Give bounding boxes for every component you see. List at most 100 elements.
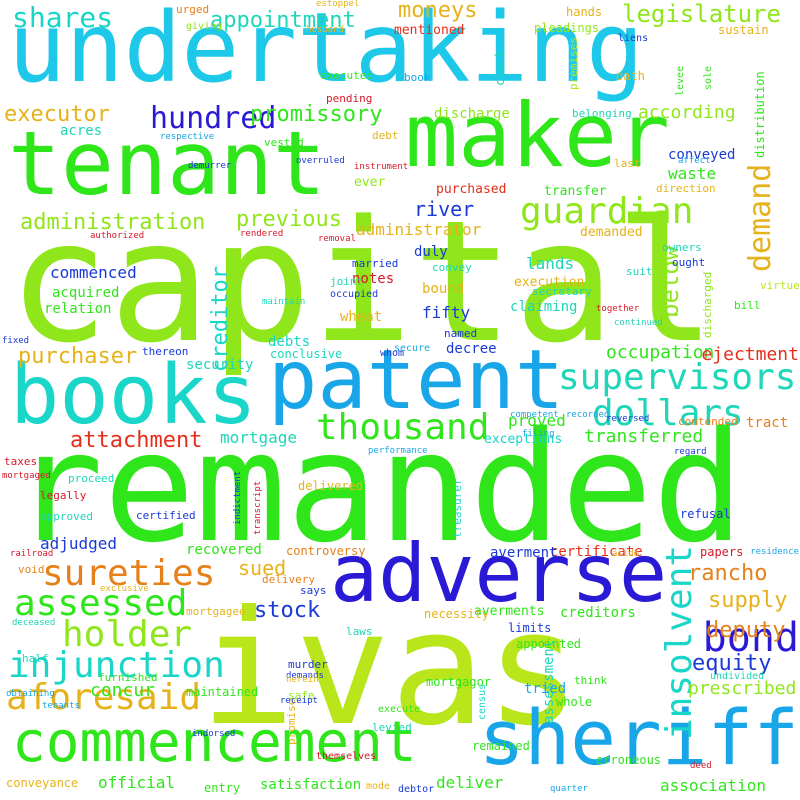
word-indictment: indictment bbox=[233, 470, 243, 525]
word-vested: vested bbox=[264, 136, 304, 149]
word-sureties: sureties bbox=[42, 553, 216, 594]
word-levied: levied bbox=[372, 721, 412, 734]
word-undivided: undivided bbox=[710, 671, 765, 682]
word-deputy: deputy bbox=[706, 618, 786, 643]
word-think: think bbox=[574, 674, 608, 687]
word-promissory: promissory bbox=[250, 102, 383, 127]
word-satisfaction: satisfaction bbox=[260, 777, 362, 793]
word-urged: urged bbox=[176, 3, 210, 16]
word-exceptions: exceptions bbox=[484, 432, 563, 447]
word-remained: remained bbox=[472, 739, 530, 753]
word-sued: sued bbox=[238, 556, 287, 580]
word-regard: regard bbox=[674, 447, 707, 457]
word-undertaking: undertaking bbox=[8, 0, 644, 104]
word-safe: safe bbox=[288, 689, 315, 702]
word-security: security bbox=[186, 357, 254, 373]
word-appointment: appointment bbox=[210, 8, 356, 33]
word-hundred: hundred bbox=[150, 101, 277, 136]
word-premises: premises bbox=[567, 37, 580, 90]
word-joint: joint bbox=[330, 275, 364, 288]
word-maintain: maintain bbox=[262, 297, 306, 307]
word-stock: stock bbox=[254, 598, 321, 623]
word-purchased: purchased bbox=[436, 182, 507, 197]
word-says: says bbox=[300, 584, 327, 597]
word-commenced: commenced bbox=[50, 263, 137, 282]
word-themselves: themselves bbox=[316, 751, 377, 762]
word-mortgagee: mortgagee bbox=[186, 605, 246, 618]
word-pending: pending bbox=[326, 92, 373, 105]
word-mortgaged: mortgaged bbox=[2, 471, 51, 481]
word-deceased: deceased bbox=[12, 618, 56, 628]
word-rendered: rendered bbox=[240, 229, 284, 239]
word-previous: previous bbox=[236, 207, 342, 232]
word-tried: tried bbox=[524, 681, 567, 697]
word-ought: ought bbox=[672, 256, 706, 269]
word-continued: continued bbox=[614, 318, 663, 328]
word-proceed: proceed bbox=[68, 472, 115, 485]
word-river: river bbox=[414, 197, 475, 221]
word-exclusive: exclusive bbox=[100, 584, 149, 594]
word-conclusive: conclusive bbox=[270, 347, 343, 361]
word-books: books bbox=[10, 348, 257, 443]
word-legislature: legislature bbox=[622, 0, 781, 28]
word-executor: executor bbox=[4, 102, 110, 127]
word-direction: direction bbox=[656, 182, 716, 195]
word-according: according bbox=[638, 102, 736, 123]
word-aside: aside bbox=[612, 549, 640, 559]
word-recovered: recovered bbox=[186, 542, 262, 558]
word-distribution: distribution bbox=[753, 71, 767, 158]
word-controversy: controversy bbox=[286, 544, 366, 558]
word-erroneous: erroneous bbox=[596, 753, 662, 767]
word-removal: removal bbox=[318, 234, 356, 244]
word-debt: debt bbox=[372, 129, 399, 142]
word-fifty: fifty bbox=[422, 303, 471, 322]
word-thousand: thousand bbox=[316, 407, 490, 448]
word-maker: maker bbox=[405, 84, 670, 187]
word-capital: capital bbox=[8, 184, 717, 380]
word-entry: entry bbox=[204, 781, 241, 795]
word-averment: averment bbox=[490, 545, 558, 561]
word-equity: equity bbox=[692, 651, 772, 676]
word-taxes: taxes bbox=[4, 455, 38, 468]
word-book: book bbox=[404, 71, 431, 84]
word-notes: notes bbox=[352, 271, 395, 287]
word-holder: holder bbox=[62, 614, 193, 655]
word-administration: administration bbox=[20, 210, 206, 235]
word-transferred: transferred bbox=[584, 426, 704, 447]
word-last: last bbox=[614, 157, 641, 170]
word-certified: certified bbox=[136, 509, 196, 522]
word-fixed: fixed bbox=[2, 336, 30, 346]
word-debtor: debtor bbox=[398, 784, 435, 795]
word-sustain: sustain bbox=[718, 23, 769, 37]
word-married: married bbox=[352, 257, 399, 270]
word-deliver: deliver bbox=[436, 773, 504, 792]
word-supervisors: supervisors bbox=[558, 357, 797, 398]
word-waste: waste bbox=[668, 164, 717, 183]
word-rancho: rancho bbox=[688, 561, 768, 586]
word-giving: giving bbox=[186, 21, 223, 32]
word-filing: filing bbox=[522, 429, 555, 439]
word-acres: acres bbox=[60, 123, 103, 139]
word-together: together bbox=[596, 304, 640, 314]
word-aforesaid: aforesaid bbox=[6, 677, 202, 718]
word-named: named bbox=[444, 327, 478, 340]
word-certificate: certificate bbox=[550, 544, 643, 560]
word-oath: oath bbox=[616, 69, 645, 83]
word-bond: bond bbox=[702, 615, 799, 661]
word-affect: affect bbox=[678, 156, 711, 166]
word-furnished: furnished bbox=[98, 671, 158, 684]
word-bill: bill bbox=[734, 299, 761, 312]
word-assessed: assessed bbox=[14, 583, 188, 624]
word-quarter: quarter bbox=[550, 784, 588, 794]
word-estoppel: estoppel bbox=[316, 0, 360, 9]
word-dollars: dollars bbox=[592, 393, 744, 434]
word-proved: proved bbox=[508, 411, 566, 430]
word-recorded: recorded bbox=[566, 410, 610, 420]
word-authorized: authorized bbox=[90, 231, 145, 241]
word-demand: demand bbox=[743, 163, 778, 272]
word-administrator: administrator bbox=[356, 220, 482, 239]
word-shares: shares bbox=[12, 1, 114, 34]
word-legally: legally bbox=[40, 489, 87, 502]
word-wheat: wheat bbox=[340, 309, 383, 325]
word-creditors: creditors bbox=[560, 605, 636, 621]
